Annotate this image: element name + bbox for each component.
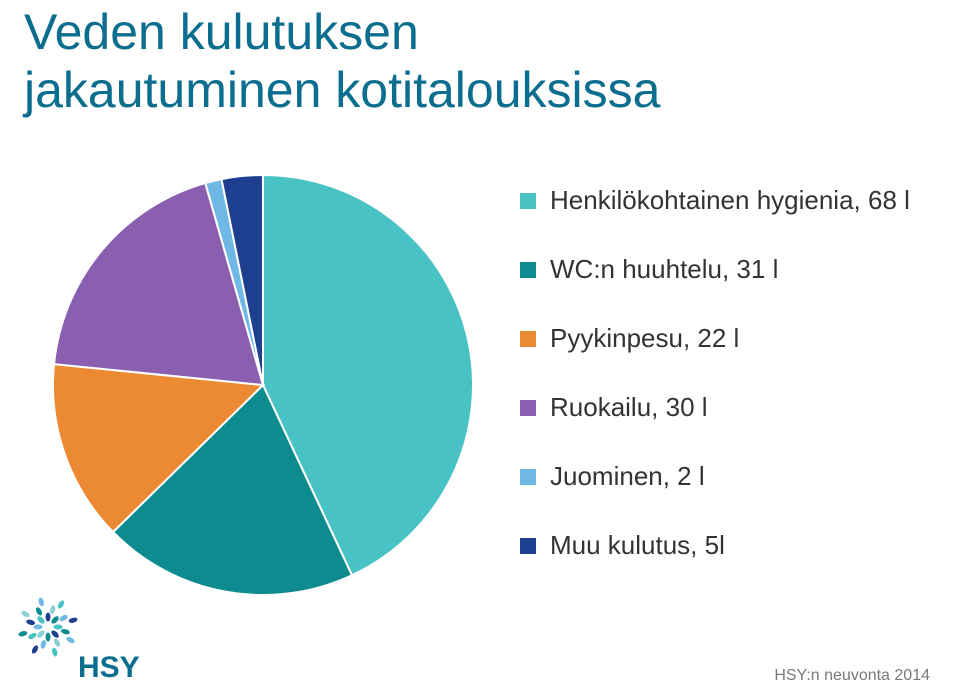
logo-petal — [40, 639, 47, 649]
legend-label: Pyykinpesu, 22 l — [550, 323, 739, 354]
logo-petal — [65, 636, 75, 645]
logo-petal — [20, 610, 30, 619]
legend-swatch — [520, 331, 536, 347]
legend-label: Henkilökohtainen hygienia, 68 l — [550, 185, 910, 216]
legend-swatch — [520, 469, 536, 485]
slide-title: Veden kulutuksen jakautuminen kotitalouk… — [24, 4, 660, 119]
legend-label: WC:n huuhtelu, 31 l — [550, 254, 778, 285]
logo-petal — [36, 629, 46, 639]
logo-petal — [31, 644, 40, 654]
legend-label: Muu kulutus, 5l — [550, 530, 725, 561]
legend-swatch — [520, 538, 536, 554]
logo-petal — [18, 630, 28, 637]
logo-petal — [57, 599, 66, 609]
hsy-logo-svg: HSY — [18, 597, 168, 687]
logo-petal — [35, 606, 44, 616]
pie-svg — [48, 170, 478, 600]
logo-petal — [50, 615, 60, 625]
logo-petal — [60, 628, 70, 635]
logo-petal — [58, 614, 68, 623]
logo-petal — [27, 632, 37, 641]
legend-label: Ruokailu, 30 l — [550, 392, 708, 423]
logo-petal — [53, 637, 62, 647]
legend: Henkilökohtainen hygienia, 68 l WC:n huuh… — [520, 185, 940, 599]
legend-swatch — [520, 262, 536, 278]
logo-petal — [34, 625, 43, 630]
logo-petal — [46, 633, 51, 642]
legend-item: Henkilökohtainen hygienia, 68 l — [520, 185, 940, 216]
legend-item: Pyykinpesu, 22 l — [520, 323, 940, 354]
legend-item: WC:n huuhtelu, 31 l — [520, 254, 940, 285]
logo-petal — [51, 647, 58, 657]
logo-text: HSY — [78, 651, 140, 684]
logo-petal — [36, 615, 46, 625]
logo-petal — [38, 597, 45, 607]
pie-chart — [48, 170, 478, 600]
logo-petal — [54, 625, 63, 630]
logo-petal — [49, 605, 56, 615]
title-line-1: Veden kulutuksen — [24, 4, 419, 60]
legend-item: Ruokailu, 30 l — [520, 392, 940, 423]
logo-petal — [68, 617, 78, 624]
legend-label: Juominen, 2 l — [550, 461, 705, 492]
legend-item: Juominen, 2 l — [520, 461, 940, 492]
legend-swatch — [520, 400, 536, 416]
legend-item: Muu kulutus, 5l — [520, 530, 940, 561]
logo-petal — [46, 613, 51, 622]
title-line-2: jakautuminen kotitalouksissa — [24, 62, 660, 118]
hsy-logo: HSY — [18, 597, 168, 687]
logo-petal — [50, 629, 60, 639]
legend-swatch — [520, 193, 536, 209]
footer-text: HSY:n neuvonta 2014 — [774, 667, 930, 685]
logo-petal — [26, 619, 36, 626]
